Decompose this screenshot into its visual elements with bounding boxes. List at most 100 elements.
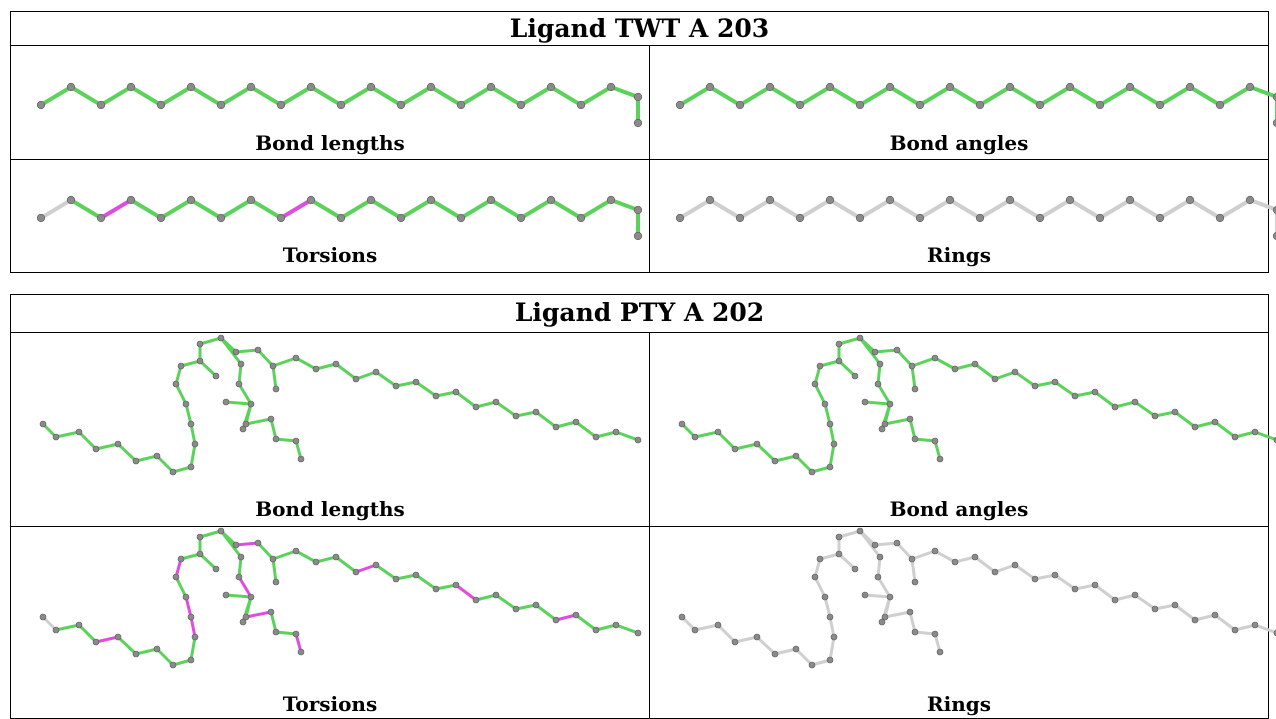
atom — [217, 527, 225, 535]
atom — [1071, 392, 1079, 400]
atom — [1245, 82, 1255, 92]
atom — [691, 626, 699, 634]
atom — [52, 433, 60, 441]
atom — [735, 213, 745, 223]
atom — [1215, 100, 1225, 110]
atom — [678, 420, 686, 428]
bond — [837, 359, 857, 378]
atom — [678, 613, 686, 621]
bond — [269, 610, 278, 634]
atom — [856, 527, 864, 535]
atom — [352, 568, 360, 576]
bond — [883, 610, 912, 619]
cell-torsions: Torsions — [11, 527, 649, 719]
bond — [794, 647, 814, 667]
atom — [633, 205, 643, 215]
atom — [1185, 82, 1195, 92]
bond — [94, 442, 120, 451]
atom — [92, 638, 100, 646]
bond — [271, 356, 298, 368]
bond — [159, 85, 193, 107]
atom — [886, 593, 894, 601]
bond — [309, 198, 343, 220]
bond — [738, 198, 772, 220]
bond — [1013, 370, 1037, 388]
bond — [54, 430, 81, 439]
atom — [1191, 616, 1199, 624]
bond — [454, 583, 478, 602]
bond — [224, 400, 253, 406]
bond — [708, 198, 742, 220]
molecule-diagram — [39, 334, 642, 476]
atom — [366, 82, 376, 92]
bond — [609, 85, 640, 99]
molecule-diagram — [36, 195, 643, 241]
bond — [910, 549, 937, 561]
bond — [1033, 380, 1057, 388]
atom — [247, 593, 255, 601]
atom — [851, 372, 859, 380]
atom — [931, 437, 939, 445]
atom — [691, 433, 699, 441]
bond — [813, 575, 827, 599]
bond — [876, 555, 882, 579]
atom — [835, 550, 843, 558]
atom — [971, 360, 979, 368]
atom — [472, 403, 480, 411]
atom — [1051, 571, 1059, 579]
bond — [1158, 85, 1192, 107]
atom — [1272, 93, 1276, 101]
bond — [198, 336, 223, 346]
atom — [516, 100, 526, 110]
atom — [1155, 100, 1165, 110]
bond — [1248, 198, 1276, 212]
bond — [858, 529, 882, 559]
bond — [574, 613, 598, 632]
atom — [272, 628, 280, 636]
atom — [239, 425, 247, 433]
bond — [978, 198, 1012, 220]
atom — [1035, 100, 1045, 110]
bond — [858, 198, 892, 220]
bond — [224, 593, 253, 599]
bond — [1233, 623, 1257, 632]
atom — [876, 360, 884, 368]
ligand-panel-twt: Ligand TWT A 203 Bond lengths Bond angle… — [10, 11, 1276, 273]
atom — [906, 608, 914, 616]
bond — [978, 85, 1012, 107]
atom — [893, 346, 901, 354]
bond — [716, 430, 737, 451]
atom — [472, 596, 480, 604]
atom — [936, 455, 944, 463]
bond — [1068, 198, 1102, 220]
bond — [823, 595, 832, 619]
atom — [486, 195, 496, 205]
bond — [429, 198, 463, 220]
bond — [116, 442, 138, 463]
atom — [1272, 206, 1276, 214]
atom — [886, 400, 894, 408]
atom — [1155, 213, 1165, 223]
atom — [915, 100, 925, 110]
atom — [292, 547, 300, 555]
bond — [77, 623, 98, 644]
bond — [369, 198, 403, 220]
atom — [885, 82, 895, 92]
bond — [888, 198, 922, 220]
atom — [1095, 213, 1105, 223]
atom — [714, 621, 722, 629]
panel-title: Ligand TWT A 203 — [11, 12, 1268, 46]
atom — [714, 428, 722, 436]
bond — [554, 613, 578, 622]
atom — [269, 362, 277, 370]
atom — [153, 452, 161, 460]
atom — [212, 372, 220, 380]
atom — [237, 360, 245, 368]
atom — [39, 613, 47, 621]
bond — [798, 198, 832, 220]
bond — [189, 422, 197, 446]
atom — [825, 195, 835, 205]
bond — [244, 417, 273, 426]
atom — [235, 380, 243, 388]
bond — [279, 85, 313, 107]
